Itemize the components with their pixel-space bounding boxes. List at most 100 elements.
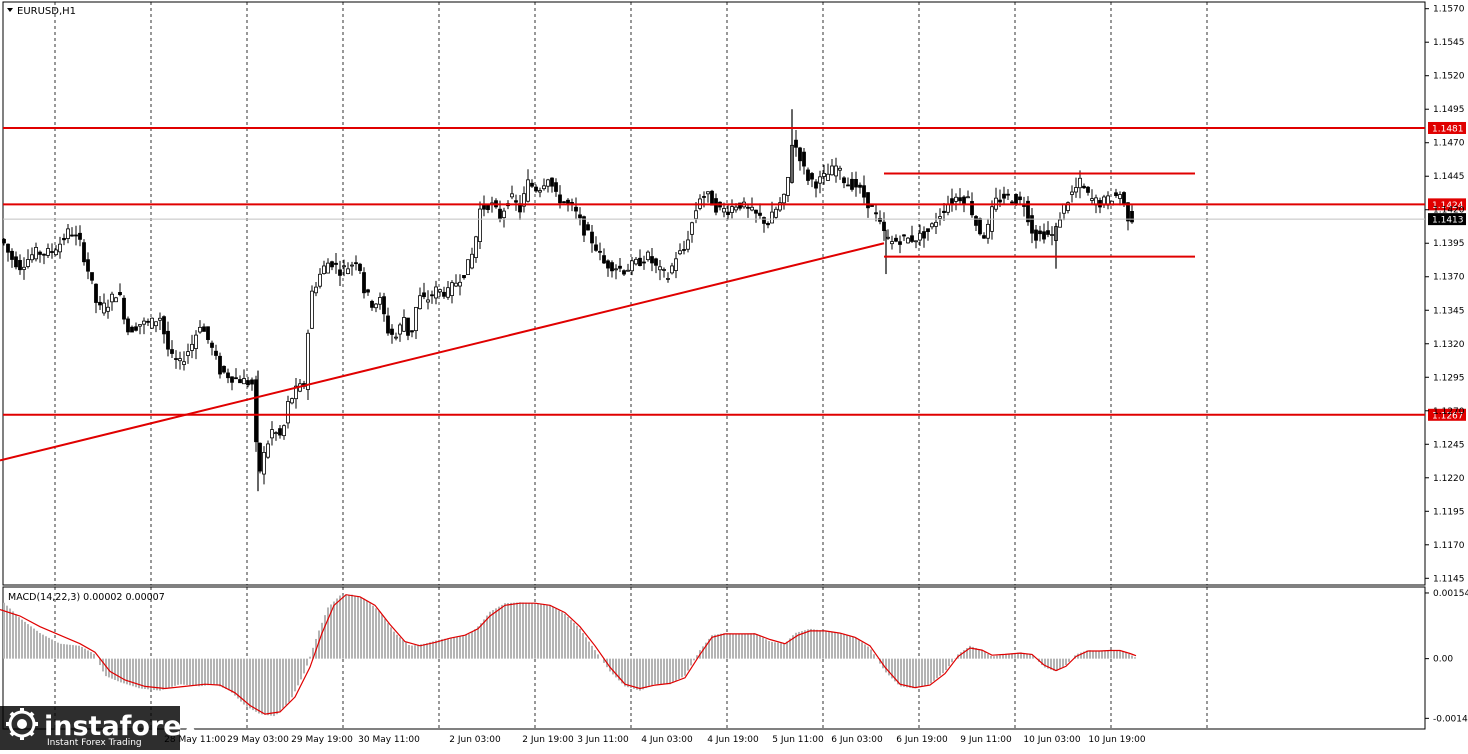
price-tick-label: 1.1245	[1433, 440, 1465, 450]
candle-body	[286, 401, 290, 424]
candle-body	[6, 243, 10, 253]
candle-body	[534, 186, 538, 192]
price-tick-label: 1.1370	[1433, 273, 1465, 283]
gear-logo-icon	[6, 708, 38, 740]
candle-body	[254, 379, 258, 443]
candle-body	[894, 237, 898, 242]
candle-body	[1126, 202, 1130, 222]
candle-body	[290, 398, 294, 404]
macd-tick-label: 0.00154	[1433, 589, 1468, 599]
price-tick-label: 1.1470	[1433, 139, 1465, 149]
candle-body	[1034, 229, 1038, 241]
candle-body	[914, 240, 918, 243]
candle-body	[334, 262, 338, 265]
time-tick-label: 2 Jun 03:00	[449, 735, 501, 745]
candle-body	[70, 234, 74, 237]
dropdown-triangle-icon[interactable]	[7, 8, 13, 12]
trendline[interactable]	[0, 242, 885, 462]
candle-body	[418, 295, 422, 310]
candle-body	[1046, 230, 1050, 235]
price-tick-label: 1.1495	[1433, 105, 1465, 115]
support-resistance-levels[interactable]: 1.1481 1.1424 1.1267 1.1413	[3, 121, 1466, 421]
candle-body	[318, 273, 322, 287]
candle-body	[846, 184, 850, 187]
candle-body	[1114, 192, 1118, 197]
candle-body	[626, 269, 630, 272]
candle-body	[262, 452, 266, 475]
candle-body	[114, 297, 118, 303]
price-tick-label: 1.1520	[1433, 72, 1465, 82]
candle-body	[26, 259, 30, 267]
candle-body	[818, 176, 822, 184]
candle-body	[666, 278, 670, 280]
candle-body	[450, 282, 454, 297]
candle-body	[214, 350, 218, 356]
candle-body	[126, 318, 130, 333]
candle-body	[978, 218, 982, 235]
candle-body	[558, 194, 562, 204]
candle-body	[94, 283, 98, 303]
candle-body	[354, 262, 358, 265]
candle-body	[538, 190, 542, 193]
candle-body	[330, 261, 334, 268]
candle-body	[866, 192, 870, 209]
instaforex-watermark: instaforex Instant Forex Trading	[0, 706, 199, 750]
macd-axis: 0.00154 0.00 -0.0014	[1425, 589, 1468, 724]
ascending-trendline	[0, 242, 885, 462]
candle-body	[62, 237, 66, 241]
candle-body	[150, 317, 154, 329]
candle-body	[414, 306, 418, 332]
candle-body	[430, 294, 434, 297]
candle-body	[694, 210, 698, 219]
candle-body	[690, 222, 694, 235]
candle-body	[466, 259, 470, 275]
candle-body	[646, 251, 650, 261]
candle-body	[766, 223, 770, 226]
candle-body	[930, 223, 934, 228]
price-tick-label: 1.1345	[1433, 306, 1465, 316]
candle-body	[1086, 186, 1090, 193]
candle-body	[294, 385, 298, 400]
candle-body	[702, 196, 706, 198]
macd-signal-polyline	[0, 594, 1137, 715]
candle-body	[486, 204, 490, 210]
candle-body	[562, 201, 566, 204]
candle-body	[1050, 234, 1054, 236]
candle-body	[246, 380, 250, 386]
candle-body	[174, 358, 178, 360]
candle-body	[230, 376, 234, 383]
candle-body	[122, 297, 126, 320]
candle-body	[274, 432, 278, 435]
candle-body	[590, 231, 594, 244]
candle-body	[102, 302, 106, 314]
candle-body	[550, 177, 554, 187]
candle-body	[1130, 211, 1134, 223]
candle-body	[810, 173, 814, 180]
candle-body	[774, 208, 778, 218]
candle-body	[194, 334, 198, 349]
candle-body	[970, 201, 974, 216]
candle-body	[618, 265, 622, 269]
candle-body	[66, 228, 70, 239]
candle-body	[78, 232, 82, 240]
candle-body	[1090, 198, 1094, 201]
candle-body	[622, 270, 626, 275]
candle-body	[250, 379, 254, 385]
candle-body	[554, 182, 558, 192]
candle-body	[650, 256, 654, 264]
candle-body	[118, 292, 122, 296]
candle-body	[142, 320, 146, 325]
range-channel[interactable]	[884, 172, 1195, 258]
time-tick-label: 6 Jun 19:00	[896, 735, 948, 745]
candle-body	[470, 253, 474, 269]
candle-body	[658, 266, 662, 271]
candle-body	[482, 204, 486, 210]
candle-body	[710, 190, 714, 206]
candle-body	[806, 169, 810, 181]
candle-body	[154, 321, 158, 327]
candle-body	[826, 173, 830, 181]
candle-body	[82, 242, 86, 263]
candle-body	[574, 206, 578, 212]
